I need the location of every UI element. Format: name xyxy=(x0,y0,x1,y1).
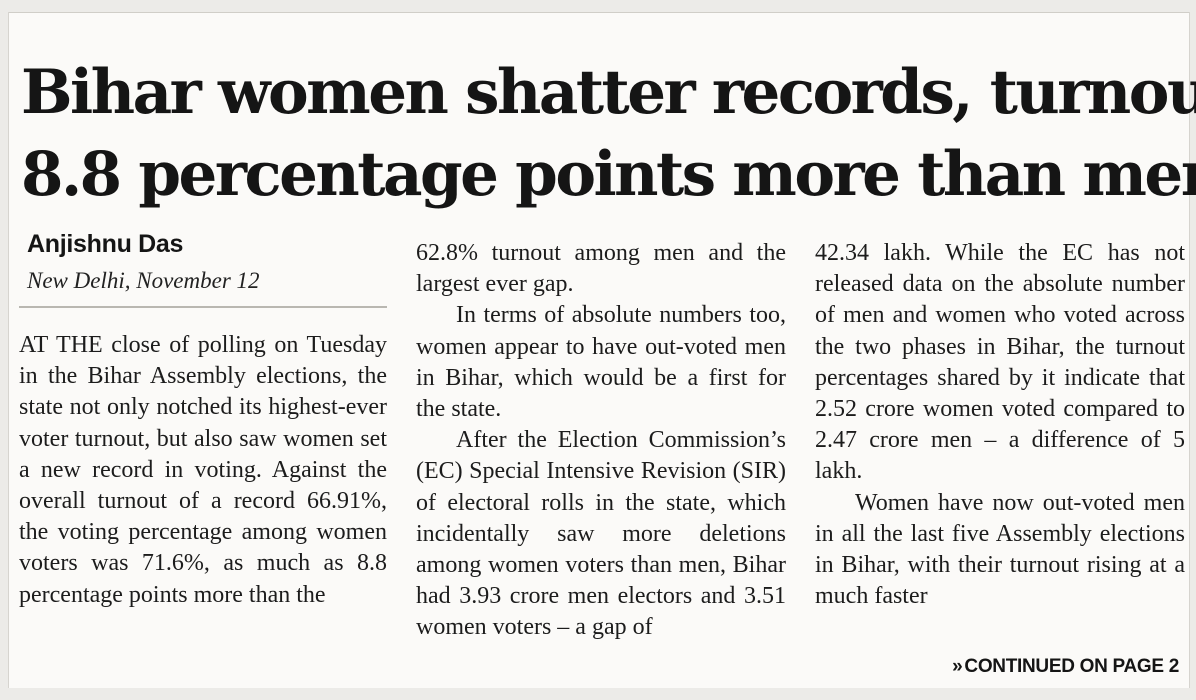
dateline: New Delhi, November 12 xyxy=(27,268,260,293)
byline-divider xyxy=(19,306,387,308)
headline-line-2: 8.8 percentage points more than men xyxy=(21,139,1196,210)
headline-line-1: Bihar women shatter records, turnout xyxy=(21,57,1196,128)
paragraph: Women have now out-voted men in all the … xyxy=(815,489,1185,610)
column-3: 42.34 lakh. While the EC has not release… xyxy=(815,238,1185,612)
paragraph: 42.34 lakh. While the EC has not release… xyxy=(815,240,1185,485)
column-2: 62.8% turnout among men and the largest … xyxy=(416,238,786,644)
continued-on-page-link: » CONTINUED ON PAGE 2 xyxy=(952,656,1179,678)
continued-label: CONTINUED ON PAGE 2 xyxy=(964,656,1179,677)
author-byline: Anjishnu Das xyxy=(27,230,184,258)
paragraph: AT THE close of polling on Tuesday in th… xyxy=(19,332,387,608)
headline: Bihar women shatter records, turnout 8.8… xyxy=(21,52,1196,216)
paragraph: 62.8% turnout among men and the largest … xyxy=(416,240,786,298)
continued-arrow-icon: » xyxy=(952,656,963,677)
newspaper-clipping: Bihar women shatter records, turnout 8.8… xyxy=(8,12,1196,688)
column-1: AT THE close of polling on Tuesday in th… xyxy=(19,330,387,611)
paragraph: After the Election Commission’s (EC) Spe… xyxy=(416,427,786,641)
top-rule xyxy=(9,12,1189,13)
paragraph: In terms of absolute numbers too, women … xyxy=(416,302,786,423)
